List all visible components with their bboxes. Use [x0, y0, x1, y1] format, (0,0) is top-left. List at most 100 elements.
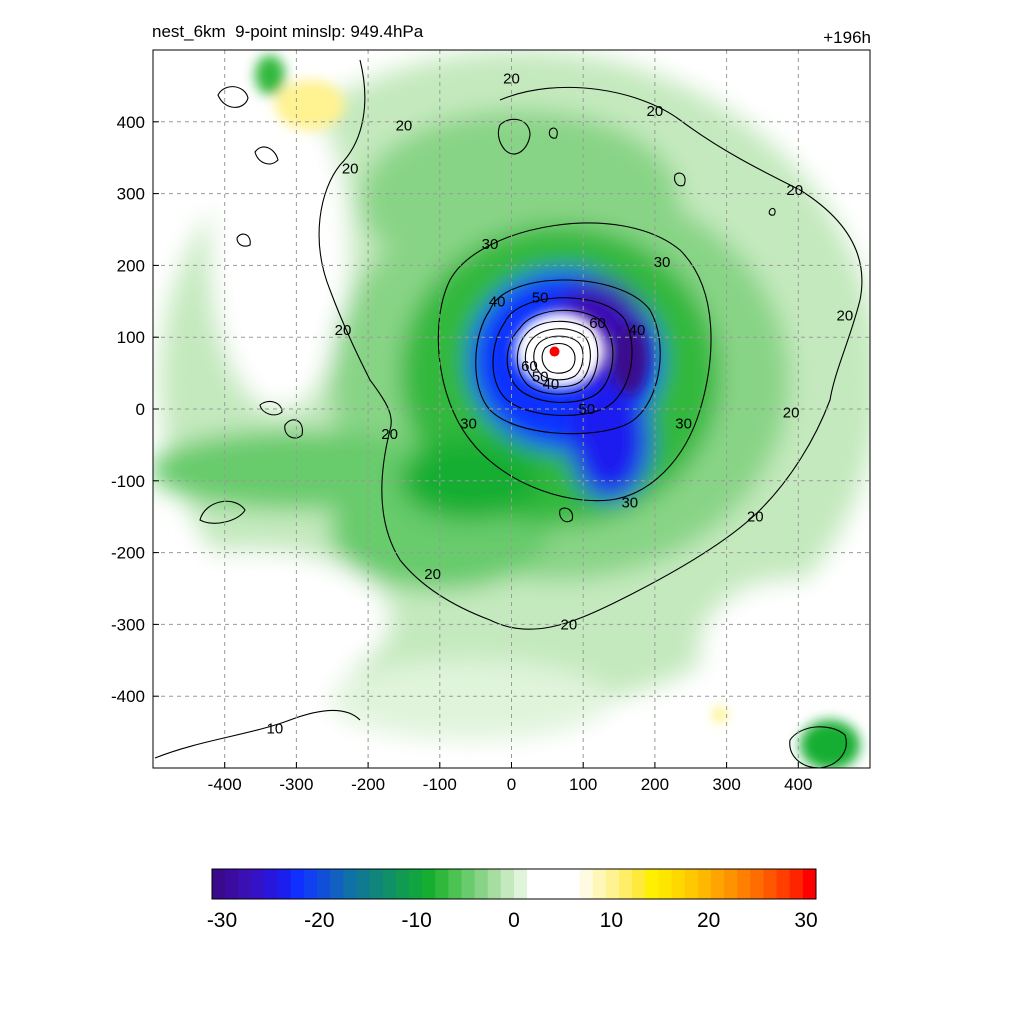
contour-label-text: 50 — [578, 401, 595, 418]
contour-label: 20 — [381, 426, 398, 443]
colorbar-swatch — [724, 869, 738, 899]
contour-label: 30 — [482, 236, 499, 253]
contour-label: 20 — [342, 160, 359, 177]
colorbar-tick-label: -10 — [401, 909, 431, 932]
y-tick-label: 200 — [117, 256, 145, 275]
colorbar-swatch — [212, 869, 226, 899]
contour-label: 20 — [424, 566, 441, 583]
y-tick-label: 300 — [117, 185, 145, 204]
colorbar: -30 -20 -10 0 10 20 30 — [207, 868, 818, 932]
colorbar-swatch — [435, 869, 449, 899]
colorbar-swatch — [579, 869, 594, 899]
contour-label: 30 — [621, 494, 638, 511]
contour-label-text: 60 — [521, 358, 538, 375]
x-tick-label: -300 — [279, 775, 313, 794]
contour-label: 20 — [396, 117, 413, 134]
colorbar-swatch — [619, 869, 633, 899]
x-tick-label: -200 — [351, 775, 385, 794]
colorbar-swatch — [277, 869, 292, 899]
contour-label-text: 20 — [783, 405, 800, 422]
contour-label-text: 40 — [543, 376, 560, 393]
contour-label: 40 — [629, 322, 646, 339]
colorbar-swatch — [710, 869, 725, 899]
colorbar-swatch — [356, 869, 371, 899]
colorbar-swatch — [763, 869, 778, 899]
contour-label-text: 30 — [460, 415, 477, 432]
contour-label-text: 20 — [424, 566, 441, 583]
colorbar-tick-label: -20 — [304, 909, 334, 932]
colorbar-swatch — [605, 869, 620, 899]
contour-label-text: 10 — [267, 721, 284, 738]
colorbar-swatch — [395, 869, 410, 899]
y-tick-label: -400 — [111, 687, 145, 706]
contour-label: 30 — [675, 415, 692, 432]
x-tick-label: 300 — [712, 775, 740, 794]
colorbar-swatch — [750, 869, 764, 899]
colorbar-swatch — [487, 869, 502, 899]
colorbar-swatch — [684, 869, 699, 899]
contour-label: 30 — [460, 415, 477, 432]
contour-label-text: 20 — [335, 322, 352, 339]
contour-label-text: 30 — [654, 254, 671, 271]
contour-label: 20 — [647, 103, 664, 120]
contour-label-text: 60 — [589, 315, 606, 332]
colorbar-swatch — [737, 869, 751, 899]
colorbar-swatch — [527, 869, 541, 899]
storm-center-marker — [549, 346, 560, 357]
colorbar-swatch — [264, 869, 279, 899]
contour-label: 20 — [837, 308, 854, 325]
contour-label-text: 20 — [837, 308, 854, 325]
colorbar-swatch — [514, 869, 528, 899]
chart-title: nest_6km 9-point minslp: 949.4hPa — [152, 22, 424, 41]
x-tick-label: 400 — [784, 775, 812, 794]
x-tick-label: 0 — [507, 775, 516, 794]
contour-label-text: 40 — [489, 293, 506, 310]
colorbar-swatch — [802, 869, 817, 899]
colorbar-swatch — [592, 869, 607, 899]
colorbar-swatch — [566, 869, 581, 899]
forecast-hour-label: +196h — [823, 28, 871, 47]
y-tick-label: 400 — [117, 113, 145, 132]
y-tick-label: -100 — [111, 472, 145, 491]
x-axis: -400 -300 -200 -100 0 100 200 300 400 — [208, 762, 812, 794]
y-tick-label: -300 — [111, 615, 145, 634]
contour-label: 30 — [654, 254, 671, 271]
y-tick-label: -200 — [111, 544, 145, 563]
colorbar-tick-label: -30 — [207, 909, 237, 932]
contour-label-text: 30 — [621, 494, 638, 511]
colorbar-swatch — [776, 869, 791, 899]
contour-label-text: 20 — [747, 509, 764, 526]
x-tick-label: 200 — [641, 775, 669, 794]
contour-label-text: 20 — [396, 117, 413, 134]
x-tick-label: -100 — [423, 775, 457, 794]
contour-label-text: 50 — [532, 290, 549, 307]
colorbar-swatch — [448, 869, 462, 899]
colorbar-swatch — [225, 869, 239, 899]
colorbar-swatch — [330, 869, 344, 899]
colorbar-swatch — [382, 869, 397, 899]
contour-labels: 20 20 20 20 20 20 20 20 20 20 20 20 10 30 30 30 30 30 40 40… — [267, 71, 854, 738]
contour-label: 20 — [503, 71, 520, 88]
colorbar-swatch — [789, 869, 804, 899]
colorbar-tick-label: 10 — [600, 909, 623, 932]
x-tick-label: 100 — [569, 775, 597, 794]
colorbar-swatch — [422, 869, 436, 899]
contour-label-text: 20 — [786, 182, 803, 199]
contour-label: 20 — [786, 182, 803, 199]
colorbar-swatch — [553, 869, 568, 899]
colorbar-swatch — [317, 869, 331, 899]
colorbar-swatch — [500, 869, 515, 899]
x-tick-label: -400 — [208, 775, 242, 794]
contour-label-text: 20 — [561, 616, 578, 633]
contour-label: 40 — [543, 376, 560, 393]
contour-label: 50 — [532, 290, 549, 307]
y-tick-label: 0 — [136, 400, 145, 419]
contour-label: 60 — [589, 315, 606, 332]
colorbar-swatch — [343, 869, 357, 899]
contour-label-text: 20 — [647, 103, 664, 120]
colorbar-tick-label: 20 — [697, 909, 720, 932]
contour-label-text: 50 — [532, 369, 549, 386]
colorbar-swatch — [251, 869, 266, 899]
colorbar-tick-label: 30 — [794, 909, 817, 932]
